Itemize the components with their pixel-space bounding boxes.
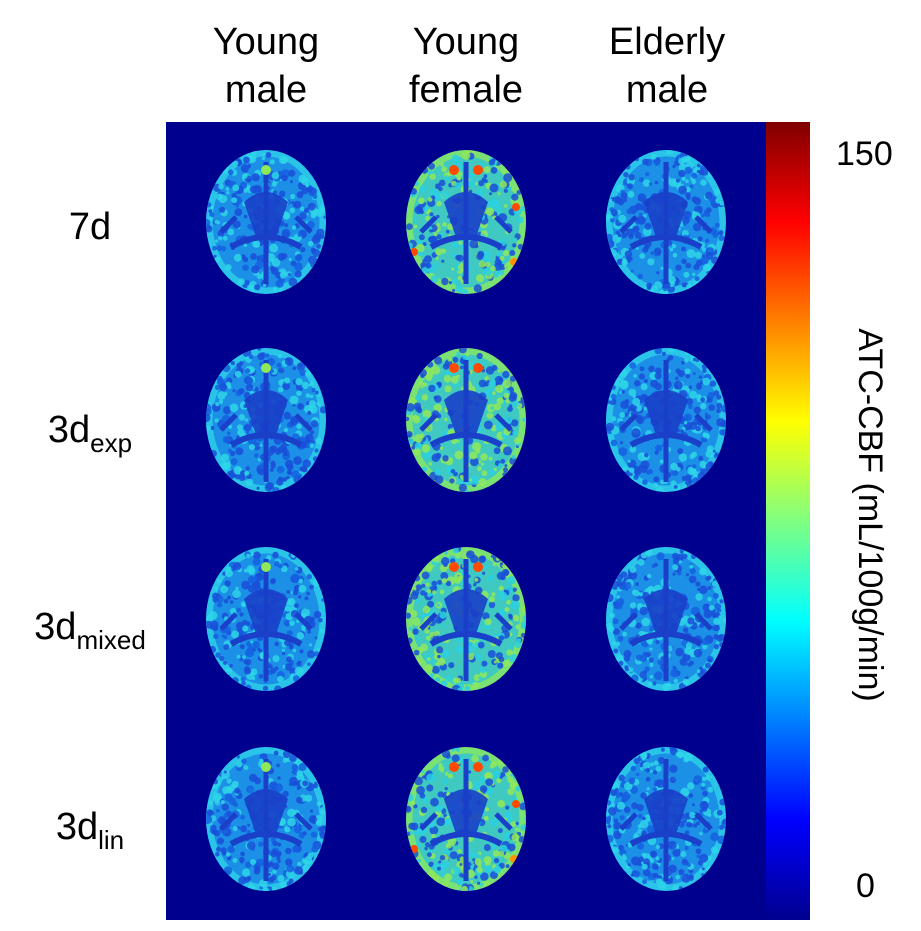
- column-label-young-male: Young male: [191, 18, 341, 114]
- row-label-main: 3d: [55, 806, 99, 848]
- brain-slice-3-0: [206, 747, 326, 891]
- colorbar: [766, 122, 810, 920]
- row-label-3d-exp: 3dexp: [20, 408, 160, 465]
- brain-slice-0-2: [606, 150, 726, 294]
- row-label-sub: exp: [90, 428, 133, 458]
- row-label-sub: lin: [98, 825, 125, 855]
- brain-slice-2-1: [406, 547, 526, 691]
- row-label-3d-mixed: 3dmixed: [20, 605, 160, 662]
- row-label-sub: mixed: [76, 625, 146, 655]
- brain-slice-1-2: [606, 348, 726, 492]
- colorbar-max-label: 150: [836, 135, 893, 173]
- row-label-7d: 7d: [20, 205, 160, 262]
- brain-slice-2-2: [606, 547, 726, 691]
- column-label-line2: female: [408, 69, 524, 111]
- column-label-line1: Young: [412, 21, 520, 63]
- column-label-line1: Elderly: [608, 21, 726, 63]
- brain-slice-3-1: [406, 747, 526, 891]
- row-label-main: 3d: [34, 606, 77, 648]
- cbf-map-canvas: [206, 150, 726, 891]
- column-label-elderly-male: Elderly male: [592, 18, 742, 114]
- brain-slice-0-0: [206, 150, 326, 294]
- column-label-line1: Young: [212, 21, 320, 63]
- colorbar-title: ATC-CBF (mL/100g/min): [851, 328, 889, 702]
- brain-slice-0-1: [406, 150, 526, 294]
- colorbar-min-label: 0: [856, 867, 875, 905]
- row-label-3d-lin: 3dlin: [20, 805, 160, 862]
- brain-slice-3-2: [606, 747, 726, 891]
- brain-slice-1-1: [406, 348, 526, 492]
- row-label-main: 7d: [68, 206, 112, 248]
- column-label-line2: male: [224, 69, 308, 111]
- brain-slice-2-0: [206, 547, 326, 691]
- cbf-map-grid: [166, 122, 766, 920]
- brain-slice-1-0: [206, 348, 326, 492]
- column-label-line2: male: [625, 69, 709, 111]
- column-label-young-female: Young female: [391, 18, 541, 114]
- row-label-main: 3d: [47, 409, 91, 451]
